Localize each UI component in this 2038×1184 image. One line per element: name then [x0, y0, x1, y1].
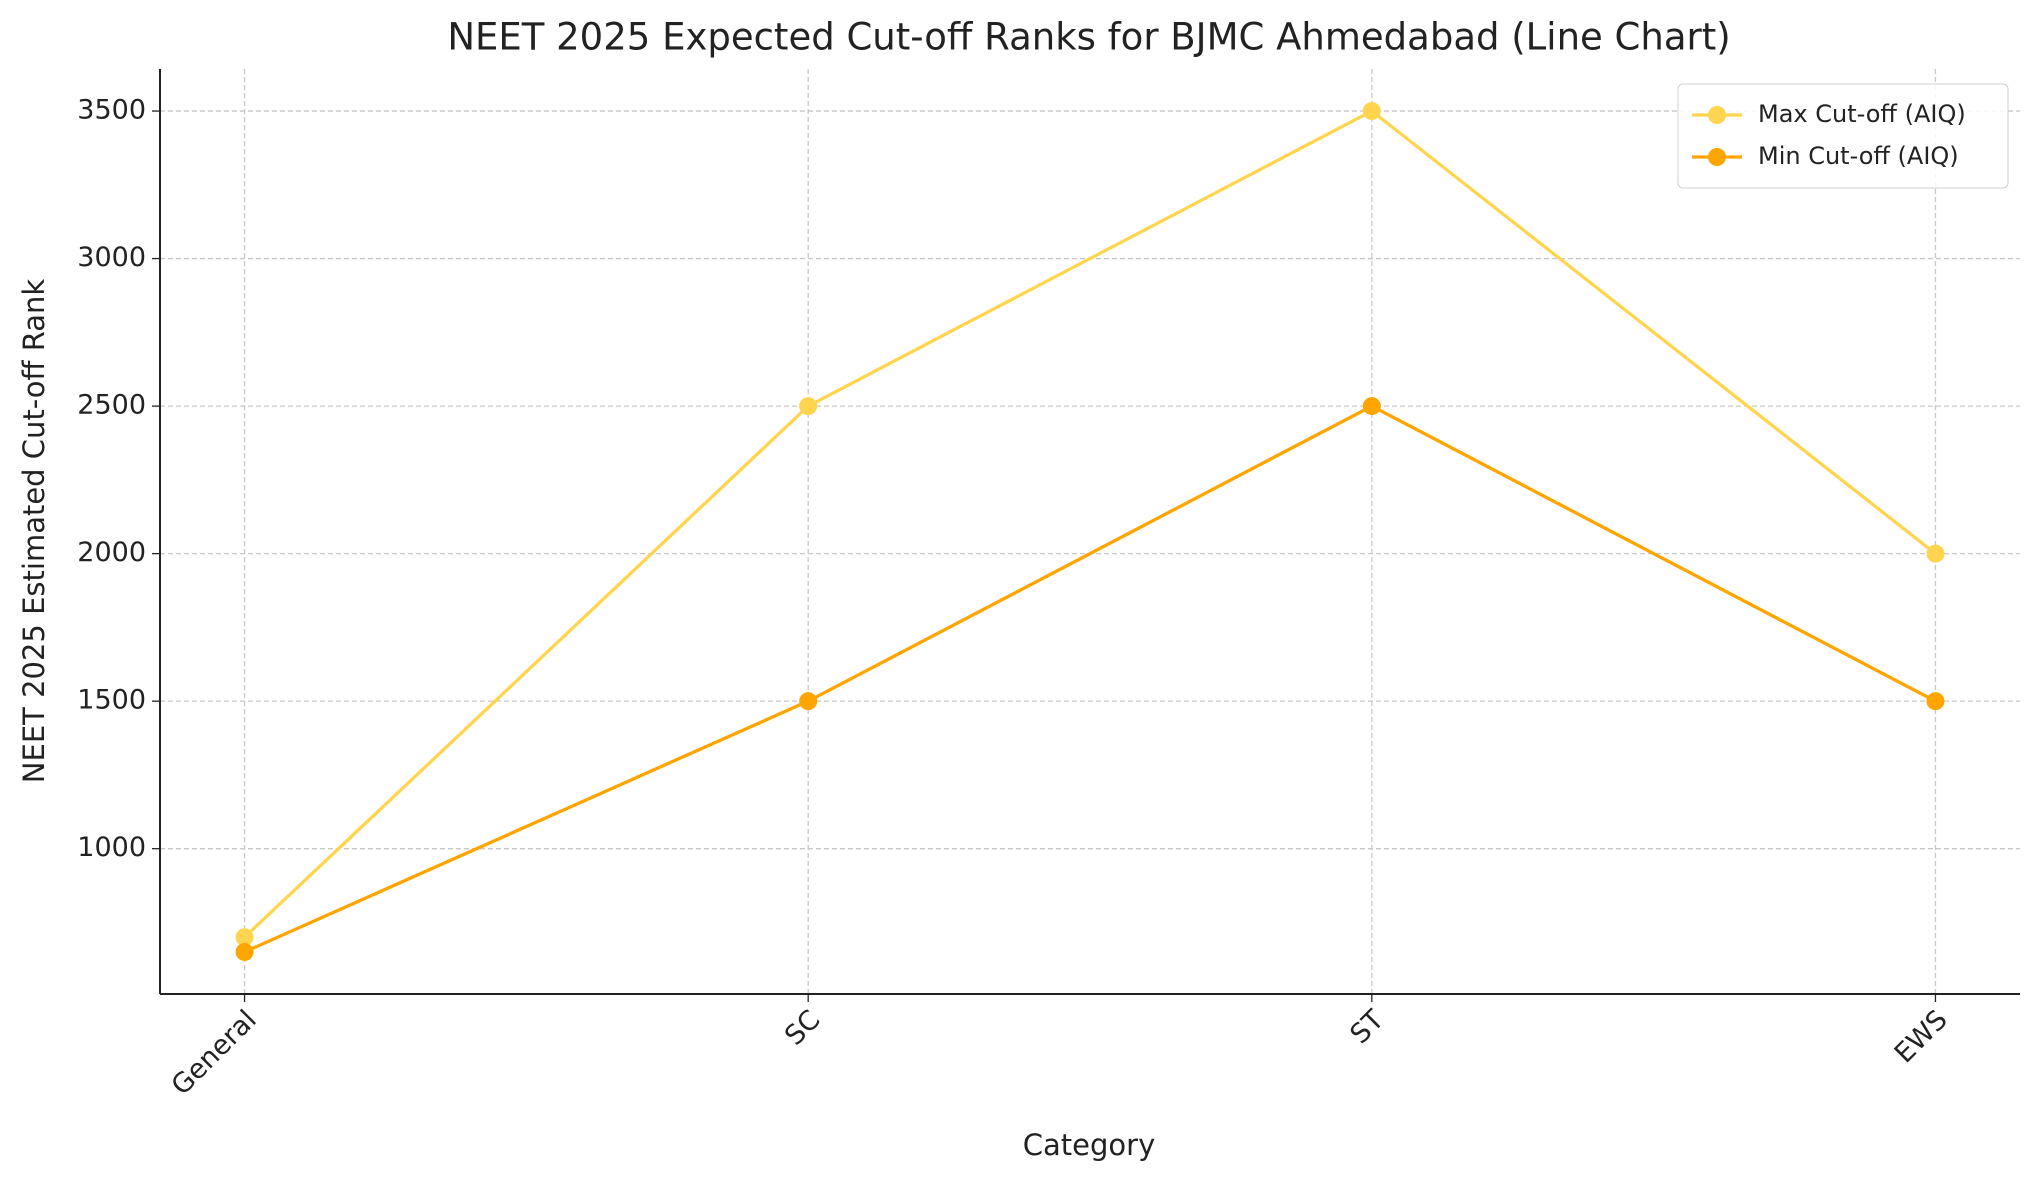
y-tick-label: 3500: [77, 95, 146, 126]
data-point: [235, 928, 254, 947]
data-point: [235, 942, 254, 961]
series-line: [243, 109, 1937, 939]
y-tick-label: 1500: [77, 685, 146, 716]
series-line: [243, 404, 1937, 954]
y-tick-label: 2000: [77, 537, 146, 568]
data-point: [799, 397, 818, 416]
legend-box: [1677, 83, 2009, 189]
data-point: [1362, 102, 1381, 121]
legend-label: Max Cut-off (AIQ): [1758, 100, 1966, 128]
x-axis-label: Category: [1023, 1128, 1155, 1162]
data-point: [1362, 397, 1381, 416]
data-point: [799, 692, 818, 711]
data-point: [1926, 544, 1945, 563]
legend-label: Min Cut-off (AIQ): [1758, 142, 1959, 170]
x-tick-label: General: [166, 1004, 263, 1101]
y-tick-label: 1000: [77, 832, 146, 863]
x-tick-label: SC: [779, 1004, 826, 1051]
legend-marker: [1708, 106, 1726, 124]
y-tick-label: 3000: [77, 242, 146, 273]
chart-title: NEET 2025 Expected Cut-off Ranks for BJM…: [447, 16, 1730, 59]
x-tick-label: EWS: [1889, 1004, 1954, 1069]
data-point: [1926, 692, 1945, 711]
x-tick-label: ST: [1344, 1004, 1390, 1050]
y-tick-label: 2500: [77, 390, 146, 421]
y-axis-label: NEET 2025 Estimated Cut-off Rank: [17, 279, 51, 784]
legend-marker: [1708, 148, 1726, 166]
